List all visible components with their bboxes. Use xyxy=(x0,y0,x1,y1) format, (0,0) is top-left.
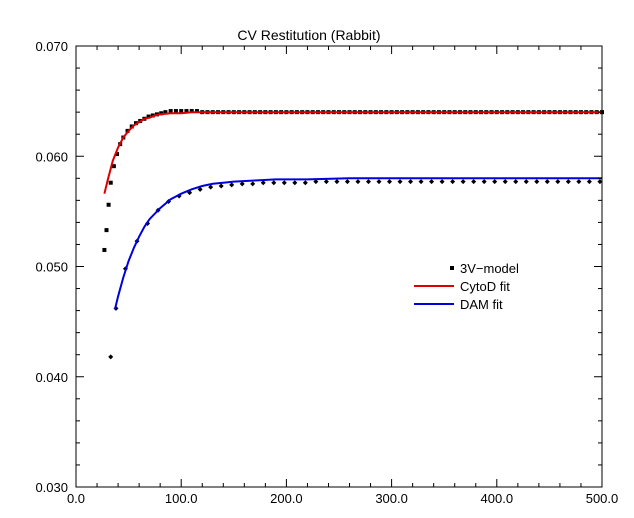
data-point xyxy=(239,181,245,187)
data-point xyxy=(168,109,173,114)
x-tick-label: 200.0 xyxy=(270,491,303,506)
data-point xyxy=(492,179,498,185)
axes-ticks: 0.0 100.0 200.0 300.0 400.0 500.0 0.030 0.040 0.… xyxy=(35,39,618,506)
data-point xyxy=(386,179,392,185)
data-point xyxy=(597,179,603,185)
y-tick-label: 0.030 xyxy=(35,480,68,495)
data-point xyxy=(173,109,178,114)
data-point xyxy=(439,179,445,185)
data-point xyxy=(513,179,519,185)
data-point xyxy=(460,179,466,185)
data-point xyxy=(586,179,592,185)
data-point xyxy=(250,181,256,187)
legend-label: CytoD fit xyxy=(460,279,510,294)
data-point xyxy=(313,179,319,185)
data-point xyxy=(344,179,350,185)
data-point xyxy=(544,179,550,185)
y-tick-label: 0.060 xyxy=(35,149,68,164)
legend-item: 3V−model xyxy=(450,261,519,276)
data-point xyxy=(108,354,114,360)
legend-label: 3V−model xyxy=(460,261,519,276)
data-point xyxy=(302,180,308,186)
data-point xyxy=(146,114,151,119)
data-point xyxy=(376,179,382,185)
data-point xyxy=(523,179,529,185)
y-tick-label: 0.050 xyxy=(35,260,68,275)
data-point xyxy=(179,109,184,114)
data-point xyxy=(271,180,277,186)
series-line-cytod-fit xyxy=(103,111,602,194)
x-tick-label: 100.0 xyxy=(165,491,198,506)
data-point xyxy=(106,202,111,207)
data-point xyxy=(163,110,168,115)
data-point xyxy=(281,180,287,186)
y-tick-label: 0.070 xyxy=(35,39,68,54)
legend: 3V−model CytoD fit DAM fit xyxy=(414,261,519,312)
data-point xyxy=(159,111,164,116)
data-point xyxy=(189,109,194,114)
data-point xyxy=(218,183,224,189)
legend-item: DAM fit xyxy=(414,297,503,312)
data-point xyxy=(397,179,403,185)
legend-item: CytoD fit xyxy=(414,279,510,294)
plot-content xyxy=(102,109,604,360)
series-line-dam-fit xyxy=(113,177,602,310)
y-tick-label: 0.040 xyxy=(35,370,68,385)
data-point xyxy=(208,184,214,190)
legend-marker-swatch xyxy=(450,266,454,270)
data-point xyxy=(534,179,540,185)
data-point xyxy=(429,179,435,185)
data-point xyxy=(565,179,571,185)
data-point xyxy=(576,179,582,185)
data-point xyxy=(184,109,189,114)
data-point xyxy=(355,179,361,185)
data-point xyxy=(481,179,487,185)
data-point xyxy=(365,179,371,185)
data-point xyxy=(115,152,120,157)
data-point xyxy=(418,179,424,185)
data-point xyxy=(408,179,414,185)
data-point xyxy=(292,180,298,186)
x-tick-label: 400.0 xyxy=(481,491,514,506)
data-point xyxy=(450,179,456,185)
data-point xyxy=(102,247,107,252)
x-tick-label: 300.0 xyxy=(375,491,408,506)
data-point xyxy=(502,179,508,185)
data-point xyxy=(111,164,116,169)
data-point xyxy=(260,180,266,186)
x-tick-label: 500.0 xyxy=(586,491,619,506)
x-tick-label: 0.0 xyxy=(67,491,85,506)
data-point xyxy=(194,109,199,114)
data-point xyxy=(555,179,561,185)
data-point xyxy=(104,228,109,233)
data-point xyxy=(229,182,235,188)
legend-label: DAM fit xyxy=(460,297,503,312)
chart-title: CV Restitution (Rabbit) xyxy=(237,27,380,43)
data-point xyxy=(334,179,340,185)
data-point xyxy=(471,179,477,185)
data-point xyxy=(323,179,329,185)
data-point xyxy=(108,180,113,185)
